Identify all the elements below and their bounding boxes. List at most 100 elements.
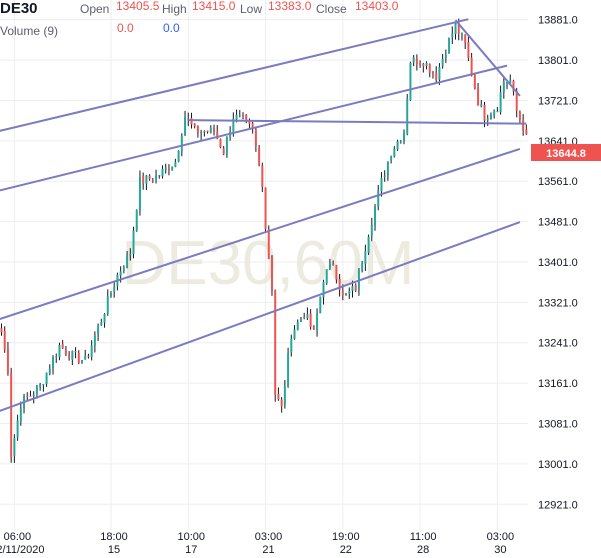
candle-up	[177, 150, 180, 162]
date-tick-label: 22	[340, 544, 352, 556]
candle-up	[100, 321, 103, 326]
candle-up	[412, 57, 415, 63]
trendline[interactable]	[188, 119, 527, 125]
candle-up	[16, 420, 19, 438]
trendline[interactable]	[0, 221, 521, 412]
candle-down	[74, 351, 77, 353]
candle-up	[460, 33, 463, 35]
candle-down	[419, 63, 422, 65]
candle-down	[525, 129, 528, 135]
candle-down	[10, 372, 13, 458]
candle-up	[225, 136, 228, 155]
candle-down	[26, 395, 29, 397]
candle-down	[68, 354, 71, 359]
candle-up	[155, 175, 158, 180]
candle-down	[142, 175, 145, 184]
close-label: Close	[316, 2, 347, 16]
candle-up	[367, 236, 370, 253]
candle-up	[348, 290, 351, 294]
volume-label: Volume (9)	[0, 24, 58, 38]
candle-up	[506, 82, 509, 84]
candle-down	[254, 129, 257, 147]
candle-down	[61, 343, 64, 349]
candle-down	[6, 348, 9, 373]
trendline[interactable]	[0, 18, 469, 132]
candle-up	[90, 345, 93, 357]
candle-up	[283, 386, 286, 406]
time-axis[interactable]: 06:0012/11/202018:001510:001703:002119:0…	[0, 531, 514, 556]
candle-down	[280, 399, 283, 407]
candle-up	[93, 335, 96, 347]
candle-up	[126, 255, 129, 268]
candle-down	[464, 35, 467, 44]
candle-down	[196, 125, 199, 134]
candle-down	[435, 72, 438, 81]
time-tick-label: 18:00	[100, 531, 128, 543]
symbol-name[interactable]: DE30	[0, 0, 38, 17]
price-tick-label: 13321.0	[538, 297, 578, 309]
candle-down	[206, 130, 209, 132]
date-tick-label: 28	[417, 544, 429, 556]
candle-down	[64, 349, 67, 355]
candle-up	[438, 67, 441, 80]
high-label: High	[162, 2, 187, 16]
candle-up	[296, 322, 299, 330]
candle-up	[287, 353, 290, 387]
candle-down	[190, 118, 193, 125]
candle-down	[467, 42, 470, 58]
trendline[interactable]	[0, 64, 508, 192]
candle-down	[277, 393, 280, 400]
ohlc-legend: DE30 Open 13405.5 High 13415.0 Low 13383…	[0, 0, 399, 38]
candle-down	[245, 114, 248, 120]
candle-down	[515, 90, 518, 111]
candle-up	[35, 385, 38, 394]
candle-down	[341, 290, 344, 296]
candle-up	[32, 394, 35, 397]
candle-up	[489, 114, 492, 119]
candle-down	[151, 180, 154, 182]
candle-down	[473, 75, 476, 89]
candle-up	[299, 318, 302, 323]
candle-down	[522, 119, 525, 131]
time-tick-label: 03:00	[487, 531, 515, 543]
candle-up	[81, 360, 83, 363]
candle-up	[238, 115, 241, 117]
price-tick-label: 13561.0	[538, 176, 578, 188]
candle-up	[39, 384, 42, 387]
date-tick-label: 30	[494, 544, 506, 556]
time-tick-label: 10:00	[177, 531, 205, 543]
trendline-channels[interactable]	[0, 18, 527, 412]
candle-down	[483, 104, 486, 121]
candle-up	[480, 104, 483, 107]
candle-up	[444, 54, 447, 58]
candlestick-series[interactable]	[0, 18, 528, 463]
candle-down	[167, 168, 170, 171]
candle-down	[258, 147, 261, 165]
candle-up	[377, 190, 380, 207]
candle-up	[425, 62, 428, 67]
candle-up	[306, 314, 309, 319]
candle-up	[322, 281, 325, 298]
price-tick-label: 13081.0	[538, 418, 578, 430]
price-tick-label: 13481.0	[538, 217, 578, 229]
candle-down	[251, 123, 254, 129]
trendline[interactable]	[454, 19, 521, 97]
candle-up	[441, 58, 444, 66]
candle-down	[303, 317, 306, 319]
candle-up	[493, 110, 496, 116]
candle-up	[396, 141, 399, 150]
candle-down	[242, 115, 244, 117]
low-label: Low	[240, 2, 262, 16]
volume-value-blue: 0.0	[163, 21, 180, 35]
low-value: 13383.0	[268, 0, 312, 13]
price-tick-label: 13001.0	[538, 459, 578, 471]
candle-up	[52, 357, 55, 369]
date-tick-label: 12/11/2020	[0, 544, 45, 556]
candle-up	[364, 251, 367, 265]
trendline[interactable]	[0, 147, 521, 321]
candle-down	[193, 123, 196, 127]
last-price-marker: 13644.8	[531, 144, 601, 161]
candle-down	[264, 187, 267, 230]
candle-down	[457, 23, 460, 34]
